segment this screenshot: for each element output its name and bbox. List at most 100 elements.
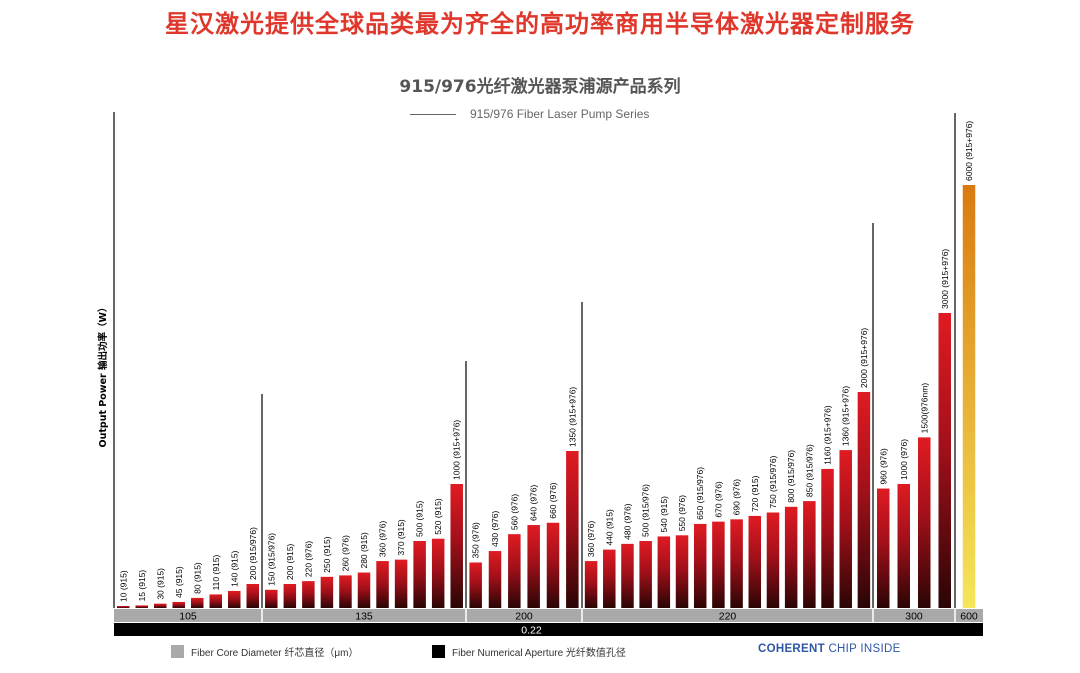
- bar: [154, 603, 167, 608]
- bar-label: 3000 (915+976): [940, 249, 950, 309]
- bar: [265, 589, 278, 608]
- bar-label: 440 (915): [604, 509, 614, 546]
- bar-label: 350 (976): [471, 522, 481, 559]
- bar: [603, 549, 616, 608]
- bar: [857, 392, 871, 608]
- bar: [246, 584, 259, 608]
- bar-label: 30 (915): [155, 568, 165, 600]
- bar: [320, 576, 334, 608]
- bar-label: 960 (976): [878, 448, 888, 485]
- bar-label: 10 (915): [118, 570, 128, 602]
- bar-label: 520 (915): [433, 498, 443, 535]
- page-headline: 星汉激光提供全球品类最为齐全的高功率商用半导体激光器定制服务: [165, 10, 915, 38]
- bar-label: 1500(976nm): [919, 383, 929, 434]
- bar-label: 6000 (915+976): [964, 121, 974, 181]
- bar: [394, 559, 408, 608]
- legend-core-label: Fiber Core Diameter 纤芯直径（μm）: [191, 647, 359, 659]
- bar: [135, 605, 148, 608]
- bar-label: 640 (976): [529, 484, 539, 521]
- bar-label: 660 (976): [548, 482, 558, 519]
- bar-label: 550 (976): [677, 495, 687, 532]
- legend-core-swatch: [171, 644, 184, 658]
- core-band: [262, 609, 466, 622]
- bar: [302, 581, 315, 608]
- bar: [450, 484, 463, 608]
- bar: [376, 561, 389, 608]
- bar: [748, 515, 762, 608]
- bar-label: 1160 (915+976): [823, 405, 833, 465]
- bar-label: 650 (915/976): [695, 467, 705, 520]
- bar-label: 500 (915): [415, 500, 425, 537]
- bar-label: 670 (976): [713, 481, 723, 518]
- bar: [283, 584, 297, 608]
- bar-label: 850 (915/976): [804, 444, 814, 497]
- core-band: [873, 609, 955, 622]
- core-band: [114, 609, 262, 622]
- bar-label: 1000 (915+976): [452, 420, 462, 480]
- bar: [469, 562, 482, 608]
- bar-label: 200 (915): [285, 543, 295, 580]
- bar-label: 80 (915): [192, 562, 202, 594]
- bar: [918, 437, 931, 608]
- bar-label: 1000 (976): [899, 439, 909, 480]
- bar: [639, 541, 652, 608]
- bar-label: 480 (976): [622, 503, 632, 540]
- core-diameter-label: 600: [960, 611, 978, 623]
- bar-label: 260 (976): [340, 535, 350, 572]
- bar: [584, 561, 598, 608]
- bar: [784, 506, 798, 608]
- bar: [339, 575, 352, 608]
- bar: [566, 451, 579, 608]
- bar-label: 250 (915): [322, 536, 332, 573]
- bar: [803, 501, 816, 608]
- bar: [766, 512, 780, 608]
- core-band: [466, 609, 582, 622]
- core-diameter-label: 135: [355, 611, 373, 623]
- legend-numerical-aperture: Fiber Numerical Aperture 光纤数值孔径: [432, 644, 626, 659]
- bar: [228, 590, 241, 608]
- bar: [191, 597, 204, 608]
- bar: [712, 521, 725, 608]
- bar-label: 2000 (915+976): [859, 328, 869, 388]
- bar-label: 1360 (915+976): [841, 386, 851, 446]
- bar: [357, 572, 371, 608]
- bar-label: 540 (915): [659, 496, 669, 533]
- bar-label: 220 (976): [303, 541, 313, 578]
- core-band: [955, 609, 983, 622]
- bar: [730, 519, 743, 608]
- na-band: [114, 623, 983, 636]
- bar-label: 360 (976): [378, 521, 388, 558]
- bar-label: 430 (976): [490, 510, 500, 547]
- core-diameter-label: 200: [515, 611, 533, 623]
- bar: [675, 535, 689, 608]
- core-diameter-label: 300: [905, 611, 923, 623]
- bar-label: 45 (915): [174, 566, 184, 598]
- chart-title: 915/976光纤激光器泵浦源产品系列: [399, 77, 681, 97]
- bar-label: 140 (915): [229, 550, 239, 587]
- bar: [962, 185, 976, 608]
- bar: [117, 606, 130, 608]
- bar: [431, 538, 445, 608]
- core-diameter-label: 220: [719, 611, 737, 623]
- bar: [508, 534, 521, 608]
- legend-na-swatch: [432, 644, 445, 658]
- bar-label: 110 (915): [211, 554, 221, 590]
- brand-mark: COHERENT CHIP INSIDE: [758, 643, 901, 655]
- legend-na-label: Fiber Numerical Aperture 光纤数值孔径: [452, 647, 626, 659]
- bar: [546, 522, 560, 608]
- bar: [527, 525, 540, 608]
- bar-label: 750 (915/976): [768, 455, 778, 508]
- bar-label: 1350 (915+976): [567, 387, 577, 447]
- bar: [877, 488, 890, 608]
- core-band: [582, 609, 873, 622]
- chart-subtitle-row: 915/976 Fiber Laser Pump Series: [410, 105, 649, 123]
- bar-label: 370 (915): [396, 519, 406, 556]
- bar-label: 560 (976): [509, 494, 519, 531]
- brand-suffix: CHIP INSIDE: [828, 643, 901, 655]
- bar-label: 720 (915): [750, 475, 760, 512]
- core-diameter-label: 105: [179, 611, 197, 623]
- bar: [821, 468, 834, 608]
- brand-name: COHERENT: [758, 643, 825, 655]
- bar: [488, 551, 502, 608]
